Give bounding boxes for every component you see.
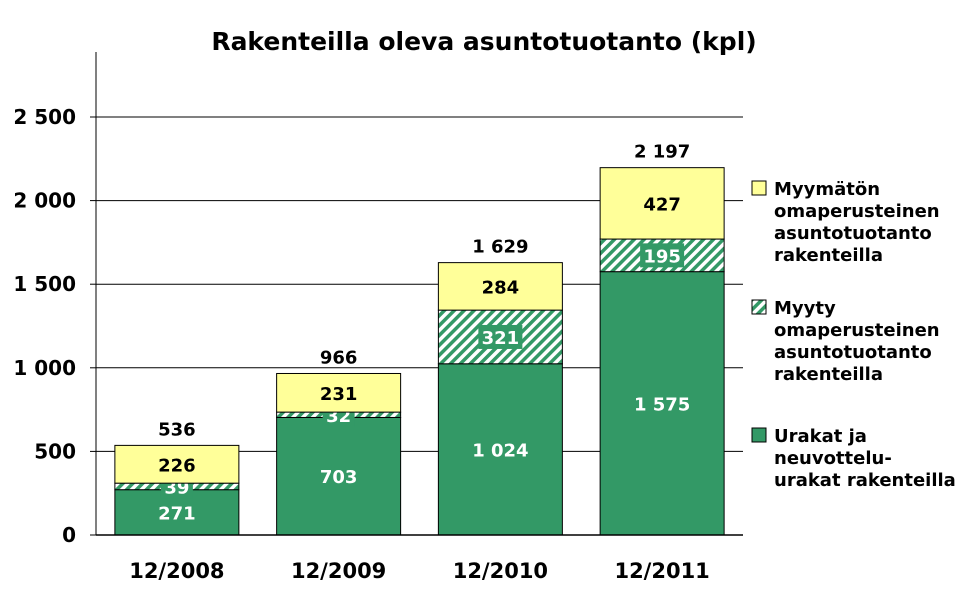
x-tick-label: 12/2011	[614, 559, 709, 583]
data-label-background	[478, 324, 523, 349]
legend: Myymätönomaperusteinenasuntotuotantorake…	[751, 179, 956, 491]
data-label: 271	[158, 503, 196, 524]
y-tick-label: 2 500	[13, 105, 76, 129]
legend-label: Urakat ja	[774, 426, 867, 447]
y-tick-label: 0	[62, 523, 76, 547]
data-label: 321	[482, 328, 520, 349]
data-label: 284	[482, 277, 520, 298]
data-label: 1 024	[472, 440, 528, 461]
bar-segment	[114, 444, 240, 484]
bar-segment	[437, 262, 563, 311]
x-tick-label: 12/2010	[453, 559, 548, 583]
legend-label: asuntotuotanto	[774, 223, 932, 244]
legend-label: rakenteilla	[774, 364, 883, 385]
data-label-background	[640, 243, 685, 268]
data-label: 427	[643, 194, 681, 215]
total-label: 1 629	[472, 237, 528, 258]
legend-swatch	[751, 299, 767, 315]
data-label: 703	[320, 467, 358, 488]
data-label: 226	[158, 455, 196, 476]
legend-label: omaperusteinen	[774, 201, 940, 222]
legend-label: Myymätön	[774, 179, 880, 200]
total-label: 536	[158, 419, 196, 440]
chart-title: Rakenteilla oleva asuntotuotanto (kpl)	[211, 27, 756, 56]
legend-label: asuntotuotanto	[774, 342, 932, 363]
legend-label: urakat rakenteilla	[774, 470, 956, 491]
bar-segment	[276, 416, 402, 536]
bar-segment	[437, 363, 563, 536]
data-label: 195	[643, 246, 681, 267]
bar-segment	[276, 372, 402, 413]
legend-label: neuvottelu-	[774, 448, 892, 469]
legend-label: omaperusteinen	[774, 320, 940, 341]
x-tick-label: 12/2008	[129, 559, 224, 583]
total-label: 966	[320, 347, 358, 368]
x-axis: 12/2008 12/2009 12/2010 12/2011	[96, 534, 743, 583]
legend-swatch	[751, 180, 767, 196]
y-tick-label: 500	[34, 439, 76, 463]
bar-segment	[599, 271, 725, 536]
data-label: 1 575	[634, 394, 690, 415]
legend-swatch	[751, 427, 767, 443]
data-label: 231	[320, 384, 358, 405]
bar-segment	[599, 167, 725, 240]
x-tick-label: 12/2009	[291, 559, 386, 583]
y-axis: 0 500 1 000 1 500 2 000 2 500	[13, 52, 97, 547]
y-tick-label: 2 000	[13, 189, 76, 213]
y-tick-label: 1 000	[13, 356, 76, 380]
y-tick-label: 1 500	[13, 272, 76, 296]
legend-label: Myyty	[774, 298, 836, 319]
total-label: 2 197	[634, 142, 690, 163]
legend-label: rakenteilla	[774, 245, 883, 266]
